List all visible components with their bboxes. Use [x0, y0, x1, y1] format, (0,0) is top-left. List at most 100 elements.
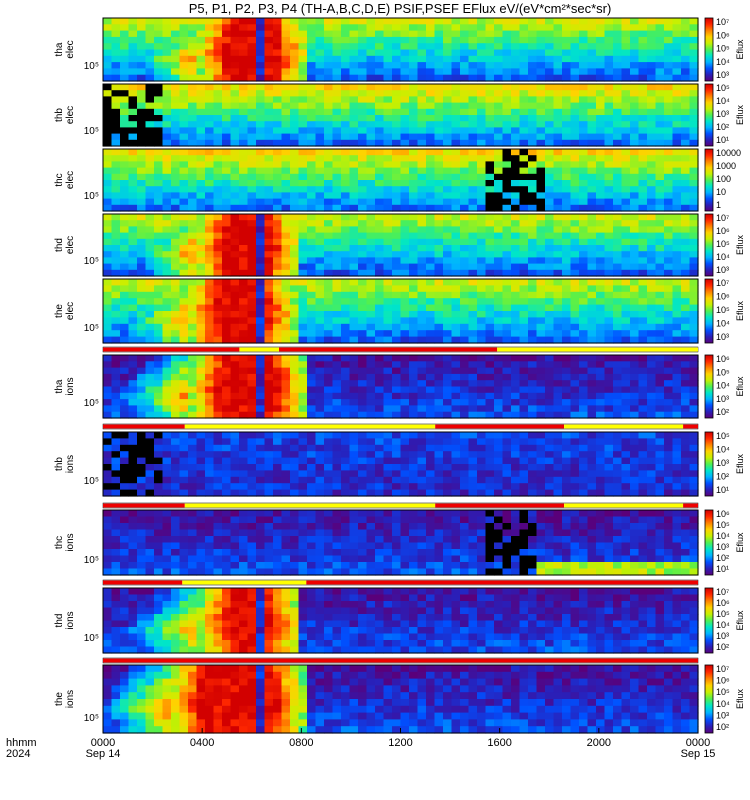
- heatmap-cell: [409, 367, 419, 375]
- heatmap-cell: [434, 411, 444, 419]
- heatmap-cell: [120, 238, 130, 246]
- heatmap-cell: [655, 49, 665, 57]
- heatmap-cell: [536, 155, 546, 162]
- heatmap-cell: [426, 476, 436, 484]
- heatmap-cell: [256, 257, 266, 265]
- heatmap-cell: [604, 30, 614, 38]
- heatmap-cell: [451, 55, 461, 63]
- heatmap-cell: [273, 336, 283, 344]
- heatmap-cell: [647, 238, 657, 246]
- heatmap-cell: [349, 192, 359, 200]
- heatmap-cell: [332, 405, 342, 413]
- heatmap-cell: [375, 90, 385, 97]
- heatmap-cell: [579, 476, 589, 484]
- heatmap-cell: [332, 68, 342, 76]
- heatmap-cell: [477, 96, 487, 104]
- heatmap-cell: [664, 30, 674, 38]
- heatmap-cell: [239, 161, 249, 169]
- heatmap-cell: [477, 167, 487, 175]
- heatmap-cell: [128, 214, 138, 221]
- heatmap-cell: [315, 173, 325, 181]
- heatmap-cell: [332, 464, 342, 471]
- heatmap-cell: [290, 438, 300, 446]
- heatmap-cell: [400, 367, 410, 375]
- heatmap-cell: [103, 257, 113, 265]
- heatmap-cell: [426, 451, 436, 459]
- heatmap-cell: [485, 68, 495, 76]
- heatmap-cell: [247, 173, 257, 181]
- panel-ylabel: tha: [54, 42, 65, 56]
- heatmap-cell: [358, 251, 368, 258]
- colorbar-tick-label: 10³: [716, 332, 729, 342]
- heatmap-cell: [604, 285, 614, 293]
- heatmap-cell: [179, 18, 189, 25]
- heatmap-cell: [536, 392, 546, 400]
- heatmap-cell: [264, 74, 274, 82]
- heatmap-cell: [647, 298, 657, 306]
- heatmap-cell: [349, 68, 359, 76]
- heatmap-cell: [689, 285, 699, 293]
- heatmap-cell: [230, 285, 240, 293]
- colorbar-tick-label: 10²: [716, 407, 729, 417]
- heatmap-cell: [519, 36, 529, 44]
- heatmap-cell: [290, 149, 300, 156]
- heatmap-cell: [341, 373, 351, 381]
- heatmap-cell: [154, 133, 164, 141]
- heatmap-cell: [545, 167, 555, 175]
- heatmap-cell: [315, 55, 325, 63]
- heatmap-cell: [672, 161, 682, 169]
- heatmap-cell: [188, 392, 198, 400]
- heatmap-cell: [239, 198, 249, 206]
- heatmap-cell: [171, 43, 181, 51]
- heatmap-cell: [528, 238, 538, 246]
- heatmap-cell: [647, 336, 657, 344]
- heatmap-cell: [494, 367, 504, 375]
- heatmap-cell: [536, 161, 546, 169]
- heatmap-cell: [341, 108, 351, 116]
- heatmap-cell: [604, 24, 614, 32]
- heatmap-cell: [562, 367, 572, 375]
- heatmap-cell: [681, 68, 691, 76]
- heatmap-cell: [273, 18, 283, 25]
- heatmap-cell: [630, 251, 640, 258]
- heatmap-cell: [239, 432, 249, 439]
- colorbar-tick-label: 100: [716, 174, 731, 184]
- heatmap-cell: [596, 317, 606, 325]
- heatmap-cell: [638, 336, 648, 344]
- heatmap-cell: [332, 470, 342, 478]
- heatmap-cell: [604, 373, 614, 381]
- heatmap-cell: [545, 355, 555, 362]
- heatmap-cell: [494, 62, 504, 69]
- heatmap-cell: [468, 161, 478, 169]
- heatmap-cell: [621, 279, 631, 286]
- heatmap-cell: [154, 238, 164, 246]
- heatmap-cell: [213, 470, 223, 478]
- heatmap-cell: [638, 464, 648, 471]
- heatmap-cell: [273, 279, 283, 286]
- heatmap-cell: [587, 62, 597, 69]
- heatmap-cell: [562, 392, 572, 400]
- heatmap-cell: [137, 186, 147, 193]
- heatmap-cell: [341, 304, 351, 312]
- heatmap-cell: [375, 84, 385, 91]
- heatmap-cell: [137, 198, 147, 206]
- heatmap-cell: [494, 96, 504, 104]
- heatmap-cell: [307, 251, 317, 258]
- heatmap-cell: [392, 336, 402, 344]
- heatmap-cell: [562, 24, 572, 32]
- heatmap-cell: [154, 311, 164, 318]
- heatmap-cell: [137, 457, 147, 465]
- heatmap-cell: [587, 311, 597, 318]
- heatmap-cell: [587, 263, 597, 271]
- heatmap-cell: [443, 108, 453, 116]
- heatmap-cell: [587, 167, 597, 175]
- heatmap-cell: [621, 269, 631, 277]
- colorbar-tick-label: 10⁴: [716, 381, 730, 391]
- heatmap-cell: [179, 464, 189, 471]
- heatmap-cell: [468, 133, 478, 141]
- heatmap-cell: [392, 476, 402, 484]
- heatmap-cell: [239, 444, 249, 452]
- heatmap-cell: [545, 192, 555, 200]
- heatmap-cell: [264, 139, 274, 147]
- heatmap-cell: [273, 298, 283, 306]
